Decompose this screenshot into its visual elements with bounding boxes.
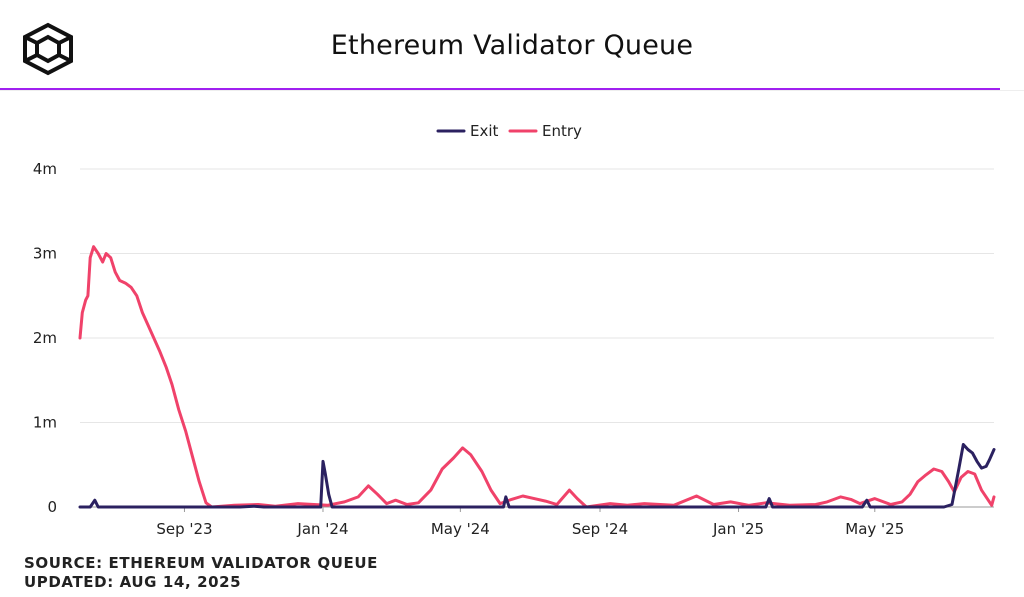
y-tick-label: 4m	[33, 160, 57, 178]
series-line-exit	[78, 443, 996, 509]
x-tick-label: Sep '24	[572, 520, 628, 538]
x-tick-label: Sep '23	[156, 520, 212, 538]
y-tick-label: 0	[47, 498, 57, 516]
x-tick-label: Jan '25	[712, 520, 764, 538]
y-tick-label: 1m	[33, 414, 57, 432]
updated-text: UPDATED: AUG 14, 2025	[24, 573, 242, 591]
x-tick-label: Jan '24	[296, 520, 348, 538]
y-tick-label: 3m	[33, 245, 57, 263]
x-tick-label: May '25	[845, 520, 904, 538]
series-line-entry	[78, 245, 996, 509]
source-note: SOURCE: ETHEREUM VALIDATOR QUEUE UPDATED…	[24, 554, 378, 592]
legend-label-exit: Exit	[470, 122, 499, 140]
legend-label-entry: Entry	[542, 122, 582, 140]
top-rule	[0, 90, 1024, 91]
source-text: SOURCE: ETHEREUM VALIDATOR QUEUE	[24, 554, 378, 572]
x-tick-label: May '24	[431, 520, 490, 538]
page-title: Ethereum Validator Queue	[330, 30, 694, 61]
y-tick-label: 2m	[33, 329, 57, 347]
title-divider	[0, 88, 1000, 90]
cube-icon	[23, 22, 73, 76]
